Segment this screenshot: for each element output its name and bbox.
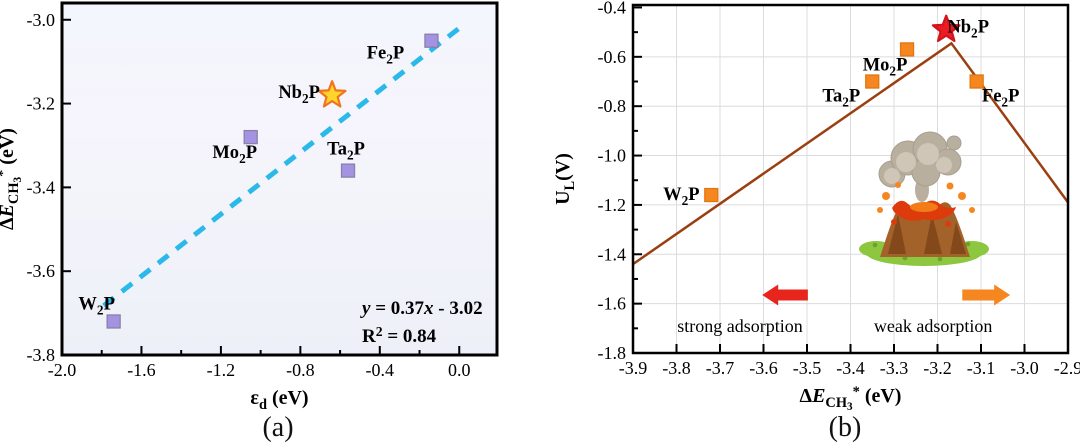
x-tick-label: -1.6 bbox=[127, 360, 156, 380]
y-tick-label: -3.0 bbox=[27, 10, 56, 30]
label-Mo2P: Mo2P bbox=[863, 55, 908, 78]
point-Nb2P bbox=[931, 14, 961, 43]
y-tick-label: -0.6 bbox=[598, 47, 627, 67]
x-tick-label: -3.5 bbox=[793, 358, 822, 378]
label-Nb2P: Nb2P bbox=[278, 83, 320, 106]
x-tick-label: -3.8 bbox=[662, 358, 691, 378]
chart-a-scatter-plot: -2.0 -1.6 -1.2 -0.8 -0.4 0.0 -3.0 -3.2 -3.4 -3.6 -… bbox=[0, 1, 499, 413]
label-Fe2P: Fe2P bbox=[982, 87, 1019, 110]
x-tick-label: -3.9 bbox=[619, 358, 648, 378]
y-tick-label: -1.8 bbox=[598, 343, 627, 363]
y-tick-label: -1.2 bbox=[598, 195, 627, 215]
point-Fe2P bbox=[424, 33, 439, 48]
y-tick-label: -3.2 bbox=[27, 94, 56, 114]
fit-dashed-line bbox=[102, 26, 460, 308]
y-tick-label: -3.4 bbox=[27, 177, 56, 197]
point-Fe2P bbox=[969, 74, 984, 89]
x-tick-label: -3.6 bbox=[749, 358, 778, 378]
x-tick-label: -3.7 bbox=[706, 358, 735, 378]
x-tick-label: -0.4 bbox=[366, 360, 395, 380]
x-tick-label: -2.0 bbox=[48, 360, 77, 380]
point-Mo2P bbox=[243, 129, 258, 145]
point-W2P bbox=[704, 187, 719, 203]
y-tick-label: -3.8 bbox=[27, 345, 56, 365]
point-W2P bbox=[106, 314, 121, 329]
label-Nb2P: Nb2P bbox=[947, 18, 989, 41]
axis-ticks bbox=[632, 6, 1069, 354]
y-axis-title: ΔECH3* (eV) bbox=[0, 128, 24, 230]
plot-border bbox=[60, 1, 499, 357]
x-axis-title: εd (eV) bbox=[250, 387, 308, 413]
right-block-arrow bbox=[962, 284, 1011, 306]
y-tick-label: -3.6 bbox=[27, 261, 56, 281]
point-Mo2P bbox=[899, 42, 915, 57]
y-tick-label: -0.4 bbox=[598, 0, 627, 17]
x-tick-label: -3.1 bbox=[967, 358, 996, 378]
label-Ta2P: Ta2P bbox=[822, 87, 860, 110]
chart-b-volcano-plot: -3.9 -3.8 -3.7 -3.6 -3.5 -3.4 -3.3 -3.2 -3.1 -3.0… bbox=[552, 0, 1080, 413]
label-W2P: W2P bbox=[78, 294, 114, 317]
x-tick-label: -2.9 bbox=[1054, 358, 1080, 378]
label-Fe2P: Fe2P bbox=[367, 44, 404, 67]
x-tick-label: -1.2 bbox=[207, 360, 236, 380]
x-tick-label: -3.0 bbox=[1010, 358, 1039, 378]
volcano-line bbox=[632, 41, 1070, 266]
label-Mo2P: Mo2P bbox=[212, 143, 257, 166]
x-tick-label: -3.3 bbox=[880, 358, 909, 378]
plot-border bbox=[631, 3, 1070, 355]
label-W2P: W2P bbox=[663, 185, 699, 208]
point-Ta2P bbox=[340, 163, 356, 178]
x-tick-label: -0.8 bbox=[286, 360, 315, 380]
adsorption-label: weak adsorption bbox=[874, 316, 992, 336]
r-squared: R2 = 0.84 bbox=[362, 324, 437, 347]
caption-b: (b) bbox=[828, 412, 862, 443]
x-tick-label: 0.0 bbox=[448, 360, 471, 380]
volcano-icon bbox=[859, 131, 989, 266]
point-Ta2P bbox=[865, 74, 880, 89]
x-axis-title: ΔECH3* (eV) bbox=[800, 384, 902, 413]
y-tick-label: -1.6 bbox=[598, 294, 627, 314]
x-tick-label: -3.4 bbox=[836, 358, 865, 378]
smoke-cloud bbox=[878, 131, 962, 188]
caption-a: (a) bbox=[262, 412, 294, 443]
x-tick-label: -3.2 bbox=[923, 358, 952, 378]
y-tick-label: -0.8 bbox=[598, 96, 627, 116]
left-block-arrow bbox=[762, 284, 808, 306]
point-Nb2P bbox=[317, 80, 347, 108]
y-axis-title: UL(V) bbox=[552, 153, 578, 205]
plot-background bbox=[62, 3, 497, 355]
y-tick-label: -1.0 bbox=[598, 146, 627, 166]
y-tick-label: -1.4 bbox=[598, 244, 627, 264]
label-Ta2P: Ta2P bbox=[327, 140, 365, 163]
adsorption-label: strong adsorption bbox=[677, 316, 803, 336]
fit-equation: y = 0.37x - 3.02 bbox=[360, 298, 483, 319]
